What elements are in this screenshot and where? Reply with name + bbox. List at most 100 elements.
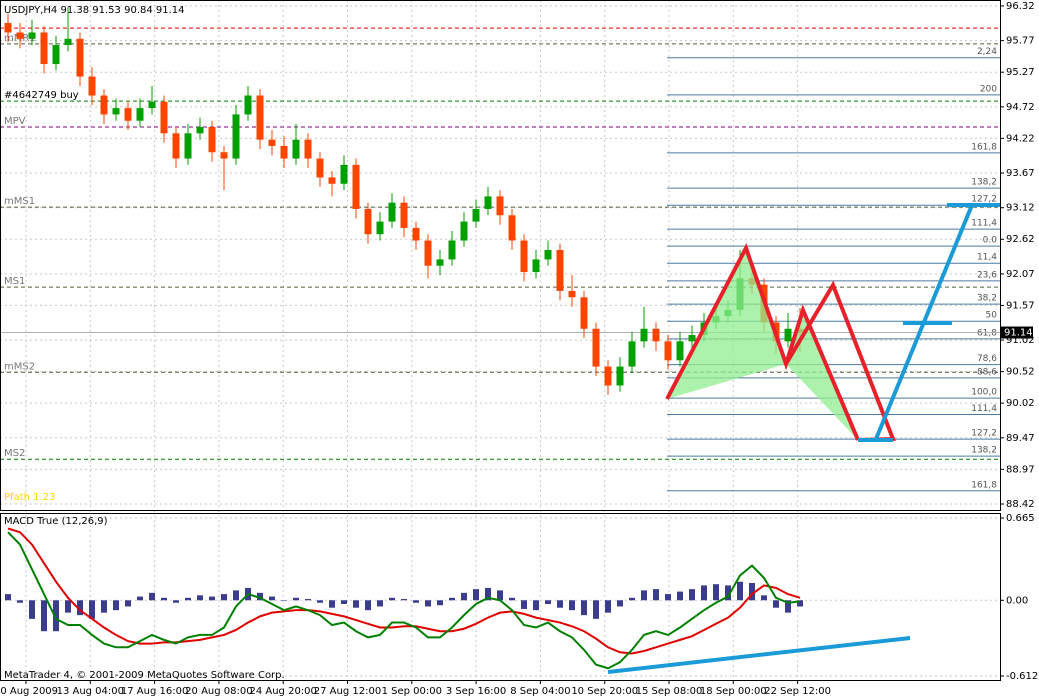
candle-body xyxy=(256,95,264,140)
candle-body xyxy=(124,108,132,121)
macd-title: MACD True (12,26,9) xyxy=(4,516,108,527)
y-tick-label: 94.22 xyxy=(1006,133,1035,144)
candle-body xyxy=(676,341,684,361)
histogram-bar xyxy=(269,596,275,601)
x-tick-label: 18 Sep 00:00 xyxy=(700,686,767,697)
candle-body xyxy=(520,240,528,273)
histogram-bar xyxy=(389,597,395,601)
current-price-label: 91.14 xyxy=(1004,328,1033,339)
histogram-bar xyxy=(125,600,131,607)
fib-label: 138,2 xyxy=(971,446,997,456)
histogram-bar xyxy=(713,584,719,601)
candle-body xyxy=(220,152,228,159)
histogram-bar xyxy=(149,592,155,601)
x-tick-label: 10 Aug 2009 xyxy=(0,686,58,697)
fib-label: 100,0 xyxy=(971,388,997,398)
candle-body xyxy=(544,249,552,260)
chart-title: USDJPY,H4 91.38 91.53 90.84 91.14 xyxy=(4,5,185,16)
y-tick-label: 94.72 xyxy=(1006,102,1035,113)
y-tick-label: 95.27 xyxy=(1006,67,1035,78)
histogram-bar xyxy=(785,600,791,613)
histogram-bar xyxy=(485,587,491,601)
candle-body xyxy=(244,95,252,115)
y-tick-label: -0.612 xyxy=(1006,671,1038,682)
histogram-bar xyxy=(605,600,611,613)
candle-body xyxy=(16,32,24,39)
histogram-bar xyxy=(365,600,371,611)
histogram-bar xyxy=(29,600,35,619)
histogram-bar xyxy=(773,600,779,608)
histogram-bar xyxy=(593,600,599,619)
y-tick-label: 93.67 xyxy=(1006,168,1035,179)
candle-body xyxy=(208,127,216,153)
candle-body xyxy=(64,38,72,46)
level-label: MS2 xyxy=(4,448,25,459)
x-tick-label: 15 Sep 08:00 xyxy=(636,686,703,697)
candle-body xyxy=(280,145,288,159)
pattern-fill xyxy=(667,248,786,399)
candle-body xyxy=(268,139,276,146)
histogram-bar xyxy=(101,600,107,613)
candle-body xyxy=(172,133,180,159)
candle-body xyxy=(88,76,96,96)
histogram-bar xyxy=(473,589,479,601)
y-tick-label: 95.77 xyxy=(1006,36,1035,47)
histogram-bar xyxy=(677,591,683,601)
histogram-bar xyxy=(737,581,743,601)
histogram-bar xyxy=(161,597,167,601)
histogram-bar xyxy=(749,582,755,601)
main-line xyxy=(7,531,801,670)
y-tick-label: 0.665 xyxy=(1006,513,1035,524)
y-tick-label: 90.52 xyxy=(1006,367,1035,378)
annotation: Pfath 1.23 xyxy=(4,492,55,503)
candle-body xyxy=(652,328,660,342)
fib-label: 2,24 xyxy=(977,47,997,57)
x-tick-label: 10 Sep 20:00 xyxy=(571,686,638,697)
candle-body xyxy=(688,335,696,342)
histogram-bar xyxy=(509,597,515,601)
fib-label: 200 xyxy=(980,84,997,94)
candle-body xyxy=(460,221,468,241)
histogram-bar xyxy=(377,600,383,607)
histogram-bar xyxy=(281,600,287,601)
fib-label: 78,6 xyxy=(977,354,997,364)
candle-body xyxy=(424,240,432,266)
candle-body xyxy=(472,208,480,222)
macd-frame xyxy=(0,513,1001,681)
histogram-bar xyxy=(317,600,323,603)
candle-body xyxy=(376,221,384,235)
fib-label: 11,4 xyxy=(977,253,997,263)
macd-trendline xyxy=(607,636,911,674)
histogram-bar xyxy=(233,590,239,601)
y-tick-label: 89.47 xyxy=(1006,433,1035,444)
histogram-bar xyxy=(497,590,503,601)
y-tick-label: 91.57 xyxy=(1006,300,1035,311)
histogram-bar xyxy=(77,600,83,616)
candle-body xyxy=(136,108,144,121)
histogram-bar xyxy=(341,600,347,604)
candle-body xyxy=(388,202,396,222)
candle-body xyxy=(160,101,168,134)
y-tick-label: 92.62 xyxy=(1006,234,1035,245)
candle-body xyxy=(400,202,408,228)
y-tick-label: 88.97 xyxy=(1006,464,1035,475)
fib-label: 111,4 xyxy=(971,219,997,229)
histogram-bar xyxy=(353,600,359,608)
y-tick-label: 91.02 xyxy=(1006,335,1035,346)
histogram-bar xyxy=(329,600,335,608)
candle-body xyxy=(292,139,300,159)
level-label: MPV xyxy=(4,116,26,127)
histogram-bar xyxy=(665,594,671,601)
candle-body xyxy=(508,215,516,241)
candle-body xyxy=(580,297,588,329)
histogram-bar xyxy=(401,599,407,601)
candle-body xyxy=(148,101,156,109)
signal-line xyxy=(7,527,801,655)
histogram-bar xyxy=(221,594,227,601)
candle-body xyxy=(556,249,564,291)
histogram-bar xyxy=(17,600,23,603)
candle-body xyxy=(4,23,12,33)
x-tick-label: 3 Sep 16:00 xyxy=(446,686,506,697)
candle-body xyxy=(604,366,612,386)
fib-label: 161,8 xyxy=(971,142,997,152)
